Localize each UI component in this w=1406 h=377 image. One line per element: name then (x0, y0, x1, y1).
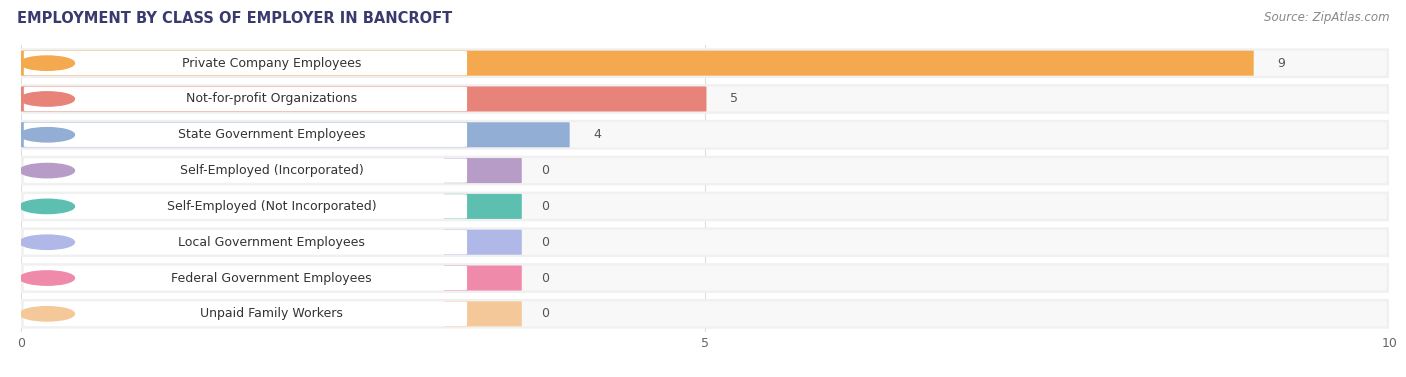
Text: 0: 0 (541, 164, 548, 177)
Circle shape (20, 56, 75, 70)
FancyBboxPatch shape (24, 51, 1386, 76)
FancyBboxPatch shape (24, 194, 467, 219)
FancyBboxPatch shape (24, 302, 467, 326)
Text: Local Government Employees: Local Government Employees (179, 236, 366, 249)
FancyBboxPatch shape (444, 301, 522, 326)
Text: State Government Employees: State Government Employees (177, 128, 366, 141)
FancyBboxPatch shape (20, 156, 1391, 185)
Text: EMPLOYMENT BY CLASS OF EMPLOYER IN BANCROFT: EMPLOYMENT BY CLASS OF EMPLOYER IN BANCR… (17, 11, 453, 26)
FancyBboxPatch shape (24, 87, 467, 111)
FancyBboxPatch shape (24, 194, 1386, 219)
Text: 9: 9 (1277, 57, 1285, 70)
Text: Self-Employed (Incorporated): Self-Employed (Incorporated) (180, 164, 363, 177)
FancyBboxPatch shape (24, 265, 1386, 291)
Circle shape (20, 199, 75, 214)
FancyBboxPatch shape (444, 230, 522, 255)
FancyBboxPatch shape (24, 266, 467, 290)
FancyBboxPatch shape (24, 230, 467, 254)
FancyBboxPatch shape (20, 263, 1391, 293)
FancyBboxPatch shape (24, 158, 1386, 183)
FancyBboxPatch shape (24, 51, 467, 75)
FancyBboxPatch shape (24, 158, 467, 183)
FancyBboxPatch shape (20, 299, 1391, 329)
FancyBboxPatch shape (20, 192, 1391, 221)
FancyBboxPatch shape (20, 48, 1391, 78)
Circle shape (20, 235, 75, 250)
FancyBboxPatch shape (444, 194, 522, 219)
FancyBboxPatch shape (24, 86, 1386, 112)
Circle shape (20, 92, 75, 106)
FancyBboxPatch shape (20, 120, 1391, 150)
Text: 0: 0 (541, 271, 548, 285)
FancyBboxPatch shape (24, 230, 1386, 255)
FancyBboxPatch shape (20, 84, 1391, 114)
FancyBboxPatch shape (20, 122, 569, 147)
FancyBboxPatch shape (444, 158, 522, 183)
Text: 0: 0 (541, 307, 548, 320)
FancyBboxPatch shape (20, 51, 1254, 76)
Circle shape (20, 307, 75, 321)
Text: Unpaid Family Workers: Unpaid Family Workers (200, 307, 343, 320)
FancyBboxPatch shape (20, 86, 706, 112)
Text: Not-for-profit Organizations: Not-for-profit Organizations (186, 92, 357, 106)
Text: Source: ZipAtlas.com: Source: ZipAtlas.com (1264, 11, 1389, 24)
Text: Private Company Employees: Private Company Employees (181, 57, 361, 70)
Circle shape (20, 128, 75, 142)
Circle shape (20, 271, 75, 285)
Text: 5: 5 (730, 92, 738, 106)
Text: Federal Government Employees: Federal Government Employees (172, 271, 371, 285)
FancyBboxPatch shape (444, 265, 522, 291)
Text: Self-Employed (Not Incorporated): Self-Employed (Not Incorporated) (167, 200, 377, 213)
FancyBboxPatch shape (24, 301, 1386, 326)
FancyBboxPatch shape (20, 227, 1391, 257)
FancyBboxPatch shape (24, 123, 467, 147)
FancyBboxPatch shape (24, 122, 1386, 147)
Circle shape (20, 164, 75, 178)
Text: 0: 0 (541, 236, 548, 249)
Text: 4: 4 (593, 128, 600, 141)
Text: 0: 0 (541, 200, 548, 213)
